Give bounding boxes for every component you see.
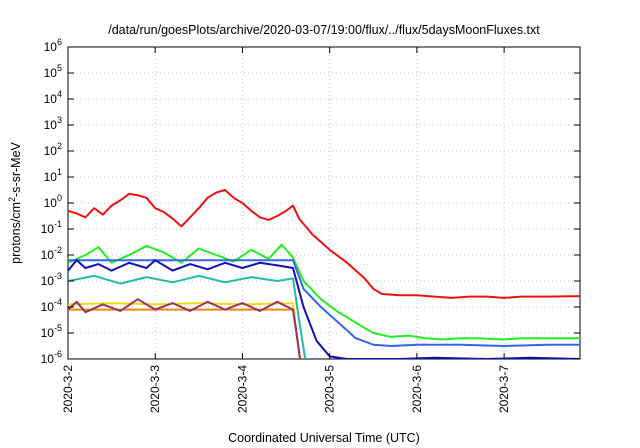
y-tick-label-base: 10 xyxy=(41,300,55,314)
y-tick-label: 104 xyxy=(44,89,62,106)
y-tick-label-exp: -1 xyxy=(54,219,62,229)
y-tick-label-base: 10 xyxy=(44,40,58,54)
y-tick-label-exp: 2 xyxy=(57,141,62,151)
x-tick-label: 2020-3-6 xyxy=(410,365,424,413)
y-tick-label: 10-1 xyxy=(41,219,62,236)
y-tick-label-exp: -4 xyxy=(54,297,62,307)
y-tick-label-base: 10 xyxy=(44,66,58,80)
x-tick-label: 2020-3-5 xyxy=(323,365,337,413)
series-line-3 xyxy=(68,259,580,347)
y-tick-label: 106 xyxy=(44,37,62,54)
y-tick-label-base: 10 xyxy=(44,92,58,106)
tick-group: 10610510410310210110010-110-210-310-410-… xyxy=(41,37,580,413)
y-tick-label-base: 10 xyxy=(41,352,55,366)
series-line-4 xyxy=(68,259,580,359)
y-axis-label-rest: -s-sr-MeV xyxy=(9,141,23,197)
x-tick-label: 2020-3-7 xyxy=(497,365,511,413)
y-tick-label-base: 10 xyxy=(41,274,55,288)
y-tick-label-exp: 3 xyxy=(57,115,62,125)
y-tick-label: 10-5 xyxy=(41,323,62,340)
y-tick-label: 102 xyxy=(44,141,62,158)
y-tick-label-base: 10 xyxy=(44,118,58,132)
series-line-7 xyxy=(68,308,301,359)
y-tick-label: 10-3 xyxy=(41,271,62,288)
y-tick-label: 105 xyxy=(44,63,62,80)
series-line-8 xyxy=(68,298,301,359)
y-tick-label-base: 10 xyxy=(41,326,55,340)
y-tick-label-exp: 0 xyxy=(57,193,62,203)
y-tick-label-base: 10 xyxy=(44,196,58,210)
y-tick-label-exp: -5 xyxy=(54,323,62,333)
x-tick-label: 2020-3-3 xyxy=(148,365,162,413)
y-axis-label-base: protons/cm xyxy=(9,202,23,264)
x-tick-label: 2020-3-4 xyxy=(235,365,249,413)
y-tick-label-exp: 1 xyxy=(57,167,62,177)
y-tick-label-base: 10 xyxy=(41,248,55,262)
y-tick-label-base: 10 xyxy=(44,170,58,184)
y-tick-label-exp: -3 xyxy=(54,271,62,281)
series-line-2 xyxy=(68,243,580,341)
y-tick-label-exp: 6 xyxy=(57,37,62,47)
y-tick-label: 101 xyxy=(44,167,62,184)
y-tick-label: 10-2 xyxy=(41,245,62,262)
y-tick-label-exp: -6 xyxy=(54,349,62,359)
y-tick-label: 103 xyxy=(44,115,62,132)
series-group xyxy=(68,189,580,359)
series-line-5 xyxy=(68,274,307,359)
y-tick-label-base: 10 xyxy=(44,144,58,158)
y-tick-label-exp: 5 xyxy=(57,63,62,73)
series-line-1 xyxy=(68,189,580,299)
y-tick-label-exp: 4 xyxy=(57,89,62,99)
y-tick-label: 10-4 xyxy=(41,297,62,314)
y-tick-label-exp: -2 xyxy=(54,245,62,255)
y-axis-label: protons/cm2-s-sr-MeV xyxy=(7,141,23,263)
x-axis-label: Coordinated Universal Time (UTC) xyxy=(228,431,420,445)
series-line-6 xyxy=(68,302,301,359)
grid xyxy=(68,47,580,359)
y-tick-label: 100 xyxy=(44,193,62,210)
y-tick-label-base: 10 xyxy=(41,222,55,236)
chart-title: /data/run/goesPlots/archive/2020-03-07/1… xyxy=(108,23,540,37)
y-axis-label-sup: 2 xyxy=(7,197,17,202)
x-tick-label: 2020-3-2 xyxy=(61,365,75,413)
y-tick-label: 10-6 xyxy=(41,349,62,366)
